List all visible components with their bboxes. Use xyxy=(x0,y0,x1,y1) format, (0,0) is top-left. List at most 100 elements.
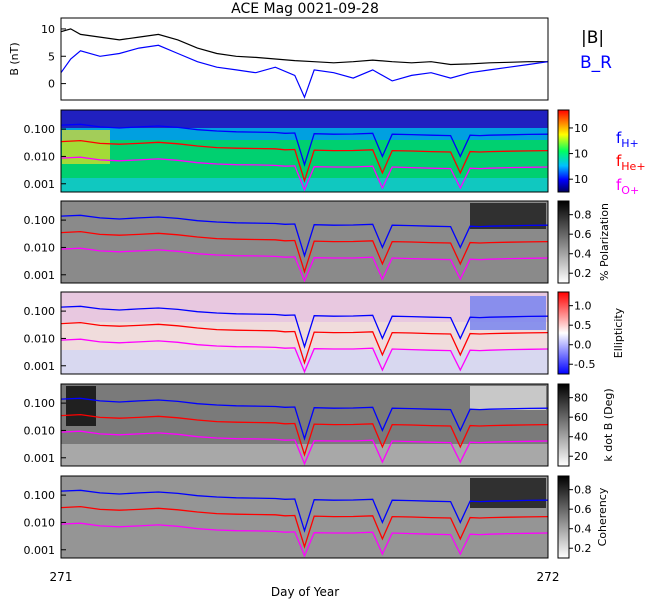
ellipticity-top-band xyxy=(61,292,548,322)
ellipticity-colorbar-tick-label: 0.0 xyxy=(574,339,592,352)
polarization-colorbar-tick-label: 0.6 xyxy=(574,228,592,241)
ellipticity-colorbar-tick-label: 0.5 xyxy=(574,319,592,332)
kdotb-y-tick-label: 0.010 xyxy=(24,424,56,437)
x-tick-label-272: 272 xyxy=(537,570,560,584)
power-gyro-lines xyxy=(60,123,549,192)
polarization-colorbar-tick-label: 0.8 xyxy=(574,209,592,222)
power-gyro-line-f-h xyxy=(60,123,549,167)
coherency-dark-patch xyxy=(470,478,546,508)
legend-b-magnitude: |B| xyxy=(581,28,604,48)
x-axis-label: Day of Year xyxy=(271,585,339,599)
ellipticity-panel-frame xyxy=(60,291,549,375)
x-tick-label-271: 271 xyxy=(50,570,73,584)
kdotb-colorbar-tick-label: 20 xyxy=(574,450,588,463)
ellipticity-colorbar xyxy=(557,291,570,375)
field-lines xyxy=(60,28,549,99)
coherency-gyro-line-f-h xyxy=(60,489,549,533)
ellipticity-colorbar-label: Ellipticity xyxy=(612,307,625,358)
power-colorbar-ticks: 10 10 10 xyxy=(569,122,588,186)
legend-f-he: fHe+ xyxy=(616,152,646,173)
polarization-y-tick-label: 0.010 xyxy=(24,241,56,254)
power-heatmap-top-band xyxy=(61,110,548,128)
power-colorbar xyxy=(557,109,570,193)
coherency-y-tick-label: 0.001 xyxy=(24,544,56,557)
polarization-y-tick-label: 0.001 xyxy=(24,269,56,282)
legend-b-radial: B_R xyxy=(580,53,612,73)
field-y-tick-label: 5 xyxy=(48,50,55,63)
ellipticity-gyro-line-f-h xyxy=(60,305,549,349)
power-y-ticks: 0.100 0.010 0.001 xyxy=(24,123,66,191)
ellipticity-y-tick-label: 0.001 xyxy=(24,360,56,373)
kdotb-light-patch xyxy=(470,386,546,410)
polarization-gyro-lines xyxy=(60,214,549,283)
power-heatmap-low-band xyxy=(61,178,548,192)
coherency-y-ticks: 0.100 0.010 0.001 xyxy=(24,489,66,557)
legend-f-o-sub: O+ xyxy=(621,184,639,197)
coherency-colorbar-tick-label: 0.2 xyxy=(574,542,592,555)
kdotb-colorbar-label: k dot B (Deg) xyxy=(602,388,615,461)
kdotb-gyro-line-f-he xyxy=(60,413,549,457)
power-panel: 0.100 0.010 0.001 10 10 10 fH+ fHe+ fO+ xyxy=(24,109,646,197)
legend-f-h-sub: H+ xyxy=(621,137,639,150)
power-y-tick-label: 0.001 xyxy=(24,178,56,191)
ellipticity-gyro-lines xyxy=(60,305,549,374)
power-y-tick-label: 0.010 xyxy=(24,150,56,163)
coherency-heatmap xyxy=(61,476,548,558)
ellipticity-panel: 0.100 0.010 0.001 1.0 0.5 0.0 -0.5 Ellipticit… xyxy=(24,291,625,375)
field-series-line-b-radial xyxy=(60,44,549,99)
polarization-dark-patch xyxy=(470,203,546,229)
field-ylabel: B (nT) xyxy=(8,42,21,75)
power-panel-frame xyxy=(60,109,549,193)
polarization-panel: 0.100 0.010 0.001 0.8 0.6 0.4 0.2 % Polarizat… xyxy=(24,200,611,284)
field-series-line-b-magnitude xyxy=(60,28,548,66)
polarization-gyro-line-f-h xyxy=(60,214,549,258)
power-colorbar-tick-label: 10 xyxy=(574,148,588,161)
field-panel-frame xyxy=(60,17,549,101)
coherency-gyro-lines xyxy=(60,489,549,558)
coherency-colorbar xyxy=(557,475,570,559)
kdotb-y-tick-label: 0.100 xyxy=(24,397,56,410)
ellipticity-colorbar-ticks: 1.0 0.5 0.0 -0.5 xyxy=(569,300,595,371)
power-gyro-line-f-o xyxy=(60,156,549,192)
coherency-colorbar-tick-label: 0.6 xyxy=(574,503,592,516)
kdotb-colorbar-tick-label: 80 xyxy=(574,392,588,405)
legend-f-h: fH+ xyxy=(616,129,639,150)
polarization-gyro-line-f-o xyxy=(60,247,549,283)
ellipticity-gyro-line-f-he xyxy=(60,321,549,365)
polarization-colorbar-tick-label: 0.2 xyxy=(574,267,592,280)
power-y-tick-label: 0.100 xyxy=(24,123,56,136)
kdotb-panel: 0.100 0.010 0.001 80 60 40 20 k dot B (Deg) xyxy=(24,383,615,467)
power-heatmap-mid-band xyxy=(61,128,548,140)
polarization-gyro-line-f-he xyxy=(60,230,549,274)
field-panel: 10 5 0 B (nT) |B| B_R xyxy=(8,17,612,101)
ellipticity-blue-patch xyxy=(470,296,546,330)
polarization-colorbar-tick-label: 0.4 xyxy=(574,248,592,261)
coherency-panel-frame xyxy=(60,475,549,559)
coherency-colorbar-label: Coherency xyxy=(596,487,609,546)
kdotb-dark-patch xyxy=(66,386,96,426)
coherency-colorbar-ticks: 0.8 0.6 0.4 0.2 xyxy=(569,484,592,555)
coherency-y-tick-label: 0.100 xyxy=(24,489,56,502)
coherency-gyro-line-f-o xyxy=(60,522,549,558)
power-heatmap-hot-spot xyxy=(62,130,110,164)
coherency-colorbar-tick-label: 0.4 xyxy=(574,523,592,536)
ellipticity-y-tick-label: 0.010 xyxy=(24,332,56,345)
field-y-ticks: 10 5 0 xyxy=(41,23,66,91)
kdotb-colorbar-tick-label: 40 xyxy=(574,431,588,444)
ellipticity-colorbar-tick-label: -0.5 xyxy=(574,358,595,371)
polarization-heatmap xyxy=(61,201,548,283)
ellipticity-y-tick-label: 0.100 xyxy=(24,305,56,318)
kdotb-colorbar xyxy=(557,383,570,467)
ellipticity-gyro-line-f-o xyxy=(60,338,549,374)
coherency-gyro-line-f-he xyxy=(60,505,549,549)
polarization-panel-frame xyxy=(60,200,549,284)
kdotb-gyro-lines xyxy=(60,397,549,466)
kdotb-gyro-line-f-o xyxy=(60,430,549,466)
polarization-y-tick-label: 0.100 xyxy=(24,214,56,227)
coherency-y-tick-label: 0.010 xyxy=(24,516,56,529)
field-y-tick-label: 10 xyxy=(41,23,55,36)
chart-title: ACE Mag 0021-09-28 xyxy=(231,1,379,17)
power-colorbar-tick-label: 10 xyxy=(574,122,588,135)
polarization-colorbar xyxy=(557,200,570,284)
legend-f-o: fO+ xyxy=(616,176,639,197)
